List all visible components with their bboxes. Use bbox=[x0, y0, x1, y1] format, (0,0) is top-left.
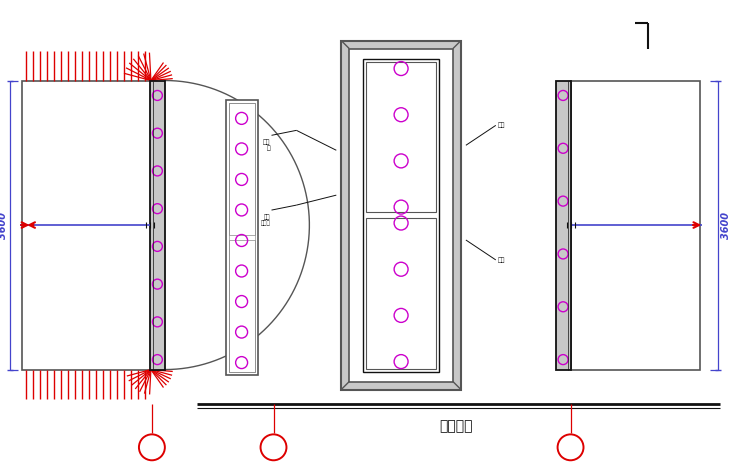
Bar bbox=[150, 81, 165, 370]
Text: 预埋
螺栓孔: 预埋 螺栓孔 bbox=[260, 214, 271, 226]
Bar bbox=[366, 218, 436, 369]
Text: 1: 1 bbox=[269, 441, 278, 454]
Bar bbox=[229, 103, 255, 372]
Text: 锁口
管: 锁口 管 bbox=[263, 139, 271, 151]
Text: 施工便道: 施工便道 bbox=[439, 419, 473, 433]
Bar bbox=[226, 100, 258, 374]
Bar bbox=[22, 81, 157, 370]
Bar bbox=[571, 81, 700, 370]
Circle shape bbox=[139, 434, 165, 460]
Text: 3600: 3600 bbox=[721, 211, 731, 238]
Text: 0: 0 bbox=[148, 441, 156, 454]
Bar bbox=[341, 41, 461, 390]
Text: 3600: 3600 bbox=[0, 211, 8, 238]
Bar bbox=[229, 240, 255, 372]
Text: 桩身: 桩身 bbox=[498, 123, 505, 128]
Bar bbox=[363, 59, 439, 372]
Bar bbox=[366, 62, 436, 212]
Bar bbox=[229, 103, 255, 235]
Circle shape bbox=[260, 434, 286, 460]
Circle shape bbox=[557, 434, 584, 460]
Bar bbox=[349, 49, 453, 382]
Text: 桩身: 桩身 bbox=[498, 257, 505, 263]
Text: 3: 3 bbox=[567, 441, 574, 454]
Bar bbox=[556, 81, 571, 370]
